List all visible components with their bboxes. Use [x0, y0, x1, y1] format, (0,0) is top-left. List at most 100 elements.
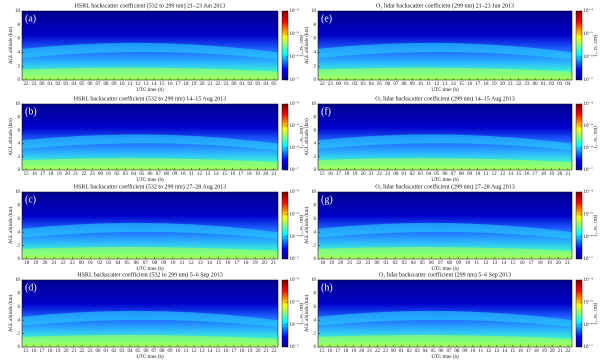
- x-tick-label: 06: [443, 172, 449, 177]
- x-tick-label: 14: [208, 349, 214, 354]
- y-tick-label: 4: [314, 318, 317, 323]
- x-tick-label: 05: [434, 172, 440, 177]
- panel-title: HSRL backscatter coefficient (532 to 299…: [77, 271, 222, 278]
- x-tick-label: 18: [344, 172, 350, 177]
- y-tick-label: 8: [18, 292, 21, 297]
- panel: (f) O₃ lidar backscatter coefficient (299…: [305, 95, 598, 183]
- x-tick-label: 20: [65, 172, 71, 177]
- x-tick-label: 13: [492, 261, 498, 266]
- y-tick-label: 0: [18, 257, 21, 262]
- colorbar-tick-label: 10⁻⁶: [290, 234, 300, 240]
- layer-band: [318, 67, 572, 80]
- x-tick-label: 01: [240, 82, 246, 87]
- x-axis-label: UTC time (h): [431, 355, 459, 360]
- colorbar-tick-label: 10⁻⁴: [290, 8, 300, 14]
- x-tick-label: 23: [32, 82, 38, 87]
- x-tick-label: 03: [557, 82, 563, 87]
- x-tick-label: 22: [216, 82, 222, 87]
- x-tick-label: 14: [501, 261, 507, 266]
- x-tick-label: 11: [189, 172, 194, 177]
- x-axis-label: UTC time (h): [431, 267, 459, 272]
- x-tick-label: 20: [550, 349, 556, 354]
- colorbar-label: (km⁻¹sr⁻¹): [298, 35, 304, 57]
- y-tick-label: 6: [314, 217, 317, 222]
- colorbar-tick-label: 10⁻⁶: [290, 322, 300, 328]
- x-tick-label: 15: [216, 349, 222, 354]
- x-tick-label: 10: [465, 261, 471, 266]
- x-tick-label: 12: [492, 172, 498, 177]
- x-tick-label: 10: [181, 172, 187, 177]
- x-tick-label: 04: [411, 261, 417, 266]
- colorbar-tick-label: 10⁻⁷: [290, 256, 300, 262]
- x-tick-label: 20: [500, 82, 506, 87]
- x-axis-label: UTC time (h): [136, 355, 164, 360]
- x-tick-label: 05: [136, 349, 142, 354]
- panel: (g) O₃ lidar backscatter coefficient (299…: [305, 183, 598, 272]
- x-tick-label: 21: [508, 82, 514, 87]
- y-axis-label: AGL altitude (km): [9, 295, 14, 333]
- x-tick-label: 00: [374, 261, 380, 266]
- panel-label: (d): [25, 282, 37, 293]
- x-tick-label: 18: [244, 261, 250, 266]
- panel-label: (g): [321, 194, 333, 205]
- panel-label: (a): [25, 13, 36, 24]
- x-tick-label: 13: [205, 172, 211, 177]
- x-tick-label: 00: [393, 172, 399, 177]
- x-tick-label: 15: [24, 349, 30, 354]
- x-tick-label: 02: [407, 349, 413, 354]
- x-tick-label: 21: [271, 172, 277, 177]
- layer-band: [22, 222, 278, 239]
- x-tick-label: 09: [168, 349, 174, 354]
- x-tick-label: 08: [459, 172, 465, 177]
- y-tick-label: 0: [314, 168, 317, 173]
- y-tick-label: 2: [314, 332, 317, 337]
- x-tick-label: 01: [88, 261, 94, 266]
- plot-frame: [317, 191, 573, 260]
- colorbar-tick-label: 10⁻⁷: [584, 256, 594, 262]
- colorbar-tick-label: 10⁻⁶: [584, 234, 594, 240]
- panel-label: (c): [25, 194, 36, 205]
- y-tick-label: 2: [314, 155, 317, 160]
- x-tick-label: 20: [200, 82, 206, 87]
- x-tick-label: 21: [73, 172, 79, 177]
- y-tick-label: 6: [18, 37, 21, 42]
- x-tick-label: 14: [502, 349, 508, 354]
- x-tick-label: 21: [369, 172, 375, 177]
- x-tick-label: 09: [112, 82, 118, 87]
- x-tick-label: 17: [234, 261, 240, 266]
- x-tick-label: 15: [516, 172, 522, 177]
- x-tick-label: 07: [438, 261, 444, 266]
- x-tick-label: 04: [131, 172, 137, 177]
- y-tick-label: 10: [311, 9, 317, 14]
- x-tick-label: 20: [256, 349, 262, 354]
- layer-band: [318, 335, 572, 347]
- colorbar-label: (km⁻¹sr⁻¹): [592, 126, 598, 148]
- x-tick-label: 19: [33, 261, 39, 266]
- x-tick-label: 15: [511, 261, 517, 266]
- x-tick-label: 13: [144, 82, 150, 87]
- x-tick-label: 10: [176, 349, 182, 354]
- colorbar-tick-label: 10⁻⁴: [584, 101, 594, 107]
- colorbar-tick-label: 10⁻⁶: [290, 145, 300, 151]
- colorbar-tick-label: 10⁻⁵: [584, 31, 594, 37]
- x-tick-label: 06: [429, 261, 435, 266]
- y-tick-label: 4: [18, 318, 21, 323]
- x-tick-label: 20: [556, 261, 562, 266]
- x-tick-label: 16: [520, 261, 526, 266]
- y-tick-label: 4: [18, 142, 21, 147]
- x-tick-label: 22: [80, 349, 86, 354]
- x-axis-label: UTC time (h): [136, 178, 164, 183]
- x-tick-label: 18: [240, 349, 246, 354]
- x-tick-label: 11: [180, 261, 185, 266]
- x-tick-label: 21: [72, 349, 78, 354]
- x-tick-label: 19: [329, 261, 335, 266]
- x-tick-label: 05: [420, 261, 426, 266]
- x-tick-label: 03: [415, 349, 421, 354]
- x-tick-label: 19: [549, 172, 555, 177]
- x-tick-label: 18: [48, 349, 54, 354]
- colorbar-tick-label: 10⁻⁵: [290, 299, 300, 305]
- x-tick-label: 09: [172, 172, 178, 177]
- x-tick-label: 04: [565, 82, 571, 87]
- x-tick-label: 07: [451, 172, 457, 177]
